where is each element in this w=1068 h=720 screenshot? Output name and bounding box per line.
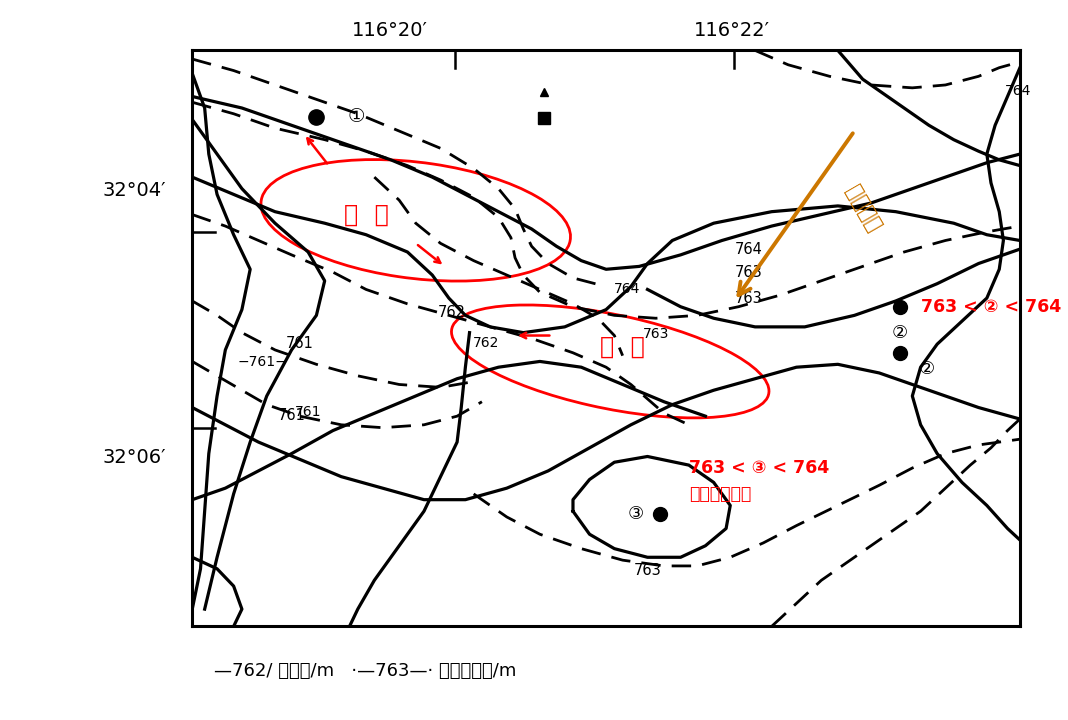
- Text: 763: 763: [735, 265, 763, 279]
- Text: 山  谷: 山 谷: [600, 335, 645, 359]
- Text: 763: 763: [633, 563, 661, 578]
- Text: （大于大的）: （大于大的）: [689, 485, 751, 503]
- Text: ②: ②: [918, 360, 936, 378]
- Text: —762/ 等高线/m   ·—763—· 等潜水位线/m: —762/ 等高线/m ·—763—· 等潜水位线/m: [214, 662, 516, 680]
- Text: 762: 762: [473, 336, 499, 349]
- Text: 763 < ③ < 764: 763 < ③ < 764: [689, 459, 829, 477]
- Text: 764: 764: [1005, 84, 1032, 98]
- Text: 32°06′: 32°06′: [103, 448, 166, 467]
- Text: 762: 762: [438, 305, 466, 320]
- Text: 763 < ② < 764: 763 < ② < 764: [921, 298, 1061, 315]
- Text: 763: 763: [643, 327, 669, 341]
- Text: −761−: −761−: [238, 354, 287, 369]
- Text: 山  脊: 山 脊: [344, 202, 389, 227]
- Text: 763: 763: [735, 291, 763, 305]
- Text: 761: 761: [278, 408, 305, 423]
- Text: ①: ①: [348, 107, 365, 126]
- Text: 761: 761: [286, 336, 314, 351]
- Text: 764: 764: [735, 242, 763, 256]
- Text: 116°22′: 116°22′: [693, 22, 770, 40]
- Text: 116°20′: 116°20′: [351, 22, 428, 40]
- Text: 32°04′: 32°04′: [103, 181, 166, 200]
- Text: ③: ③: [627, 505, 643, 523]
- Text: 764: 764: [614, 282, 641, 297]
- Text: ②: ②: [892, 324, 908, 341]
- Text: 761: 761: [295, 405, 321, 418]
- Text: 河流流向: 河流流向: [842, 182, 884, 235]
